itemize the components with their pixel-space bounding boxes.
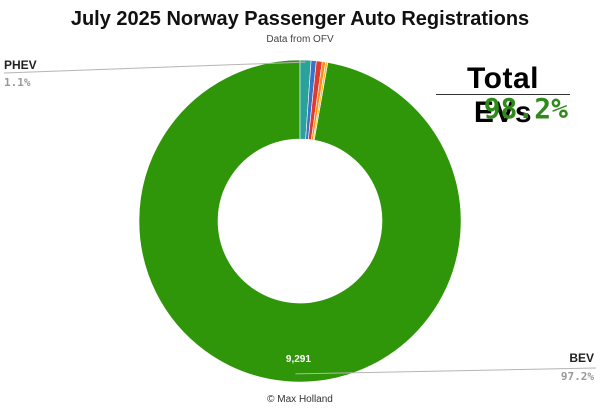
slices-group bbox=[138, 59, 462, 383]
total-evs-divider bbox=[436, 94, 570, 95]
label-phev-percent: 1.1% bbox=[4, 76, 31, 89]
data-label-bev-value: 9,291 bbox=[286, 354, 311, 365]
leader-line-phev bbox=[3, 61, 306, 74]
chart-credit: © Max Holland bbox=[267, 394, 333, 405]
slice-other bbox=[312, 61, 329, 141]
total-evs-label: Total EVs bbox=[467, 62, 539, 129]
label-phev-name: PHEV bbox=[4, 58, 37, 72]
total-evs-value: 98.2% bbox=[483, 92, 568, 125]
labels-group: BEV 97.2% 9,291 PHEV 1.1% bbox=[3, 58, 597, 383]
slice-bev bbox=[138, 59, 462, 383]
chart-subtitle: Data from OFV bbox=[266, 34, 334, 45]
leader-line-bev bbox=[295, 367, 597, 375]
chart-title: July 2025 Norway Passenger Auto Registra… bbox=[70, 8, 530, 30]
label-bev-name: BEV bbox=[569, 351, 594, 365]
label-bev-percent: 97.2% bbox=[561, 370, 594, 383]
